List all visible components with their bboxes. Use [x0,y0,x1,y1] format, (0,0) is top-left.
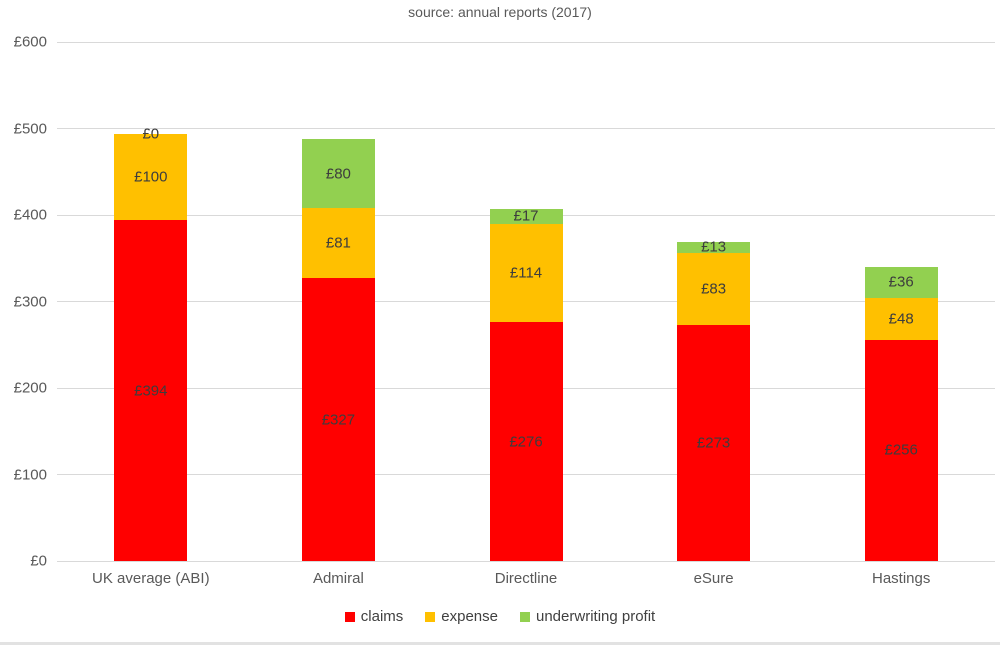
segment-expense[interactable]: £83 [677,253,751,325]
legend-item-underwriting-profit[interactable]: underwriting profit [520,608,655,625]
y-tick-label: £100 [13,466,47,483]
y-tick-label: £400 [13,206,47,224]
segment-value-label: £48 [888,310,914,328]
bar-uk-average-abi-[interactable]: £394 £100 £0 [114,42,188,561]
gridline-500 [57,128,995,129]
segment-underwriting-profit[interactable]: £36 [864,266,938,299]
segment-claims[interactable]: £273 [677,324,751,561]
segment-value-label: £276 [509,433,543,451]
segment-claims[interactable]: £327 [301,278,375,561]
x-tick-label: Directline [494,570,558,587]
segment-value-label: £0 [142,125,160,143]
segment-value-label: £13 [701,238,727,256]
x-tick-label: Admiral [312,570,364,587]
segment-value-label: £327 [321,411,356,429]
y-tick-label: £300 [13,293,47,310]
x-tick-label: Hastings [872,570,931,587]
segment-value-label: £256 [884,441,918,459]
segment-value-label: £100 [134,168,168,186]
segment-expense[interactable]: £114 [489,223,563,323]
x-tick-label: eSure [693,570,734,587]
segment-expense[interactable]: £81 [301,208,375,279]
legend-item-expense[interactable]: expense [425,608,498,625]
y-tick-label: £500 [13,120,47,137]
legend-swatch-claims [344,611,355,622]
x-tick-label: UK average (ABI) [92,570,210,587]
legend-label: underwriting profit [536,608,656,625]
legend-swatch-expense [425,611,436,622]
segment-value-label: £83 [701,280,727,298]
legend-label: expense [441,608,498,625]
segment-expense[interactable]: £100 [114,133,188,221]
segment-value-label: £394 [134,382,168,400]
legend-label: claims [360,608,404,625]
segment-claims[interactable]: £276 [489,322,563,561]
y-axis-labels: £0 £100 £200 £300 £400 £500 £600 [0,34,47,570]
segment-value-label: £17 [513,207,539,225]
plot-area: £394 £100 £0 £327 £81 £80 £276 £114 £17 £273 £83 £1… [57,41,995,562]
legend-item-claims[interactable]: claims [344,608,404,625]
x-axis-labels: UK average (ABI) Admiral Directline eSure Ha… [57,570,995,592]
y-tick-label: £600 [13,33,47,51]
bar-directline[interactable]: £276 £114 £17 [489,42,563,561]
segment-value-label: £36 [888,273,914,291]
segment-value-label: £273 [696,434,731,452]
y-tick-label: £0 [30,552,47,570]
segment-expense[interactable]: £48 [864,298,938,340]
gridline-600 [57,41,995,43]
segment-underwriting-profit[interactable]: £17 [489,207,563,225]
bar-hastings[interactable]: £256 £48 £36 [864,42,938,561]
card-bottom-edge [0,642,1000,645]
chart-title: source: annual reports (2017) [408,4,592,20]
segment-value-label: £114 [509,264,543,282]
segment-claims[interactable]: £256 [864,339,938,561]
segment-value-label: £81 [325,234,351,252]
legend-swatch-underwriting-profit [520,611,530,622]
segment-underwriting-profit[interactable]: £80 [301,138,375,209]
bar-admiral[interactable]: £327 £81 £80 [301,42,375,561]
bar-esure[interactable]: £273 £83 £13 [677,42,751,561]
gridline-0 [57,560,995,562]
segment-underwriting-profit[interactable]: £13 [677,238,751,256]
segment-value-label: £80 [325,165,351,182]
legend: claims expense underwriting profit [0,608,1000,625]
y-tick-label: £200 [13,379,47,397]
segment-claims[interactable]: £394 [114,220,188,561]
